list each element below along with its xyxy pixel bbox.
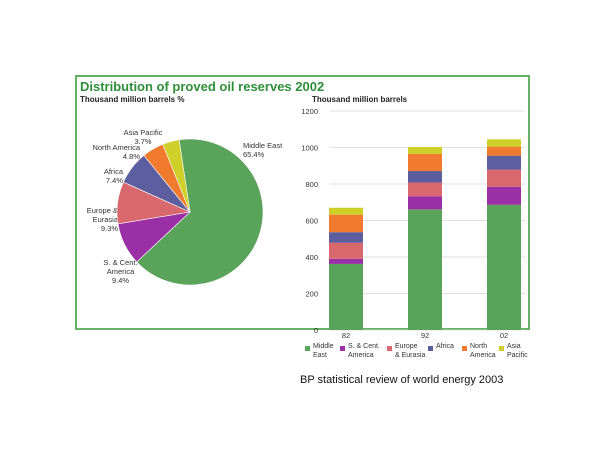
pie-label-asia-pacific: Asia Pacific 3.7% (123, 128, 163, 146)
bar-segment-82-africa (329, 232, 363, 243)
y-tick-label: 1000 (301, 144, 318, 153)
chart-frame (75, 75, 530, 330)
pie-label-africa: Africa 7.4% (103, 167, 123, 185)
legend-swatch-europe-eurasia (387, 346, 392, 351)
y-tick-label: 400 (305, 253, 318, 262)
pie-label-europe-eurasia: Europe & Eurasia 9.3% (86, 206, 118, 233)
legend-swatch-north-america (462, 346, 467, 351)
bar-segment-02-north-america (487, 146, 521, 156)
legend-swatch-africa (428, 346, 433, 351)
bar-segment-92-asia-pacific (408, 146, 442, 154)
bar-segment-82-middle-east (329, 263, 363, 330)
legend-label: S. & Cent. America (348, 343, 380, 359)
bar-segment-82-asia-pacific (329, 207, 363, 215)
pie-slice-middle-east (136, 138, 264, 286)
bar-segment-92-middle-east (408, 209, 442, 330)
y-tick-label: 1200 (301, 107, 318, 116)
pie-label-middle-east: Middle East 65.4% (243, 141, 283, 159)
bar-segment-02-asia-pacific (487, 139, 521, 147)
legend-label: Africa (436, 343, 454, 350)
bar-segment-02-middle-east (487, 204, 521, 330)
x-tick-label: 02 (500, 331, 508, 340)
source-caption: BP statistical review of world energy 20… (300, 374, 504, 386)
legend-label: North America (470, 343, 496, 359)
pie-label-s-cent-america: S. & Cent. America 9.4% (103, 258, 138, 285)
pie-subtitle: Thousand million barrels % (80, 95, 185, 104)
bar-segment-02-europe-eurasia (487, 169, 521, 187)
bar-segment-92-europe-eurasia (408, 182, 442, 197)
y-tick-label: 600 (305, 217, 318, 226)
legend-label: Middle East (313, 343, 334, 359)
y-tick-label: 0 (314, 326, 318, 335)
y-tick-label: 800 (305, 180, 318, 189)
bar-segment-92-africa (408, 171, 442, 183)
bar-segment-82-europe-eurasia (329, 242, 363, 259)
bar-segment-92-s-cent-america (408, 196, 442, 210)
bar-segment-02-s-cent-america (487, 186, 521, 205)
y-tick-label: 200 (305, 290, 318, 299)
pie-slice-asia-pacific (162, 139, 191, 213)
legend-swatch-asia-pacific (499, 346, 504, 351)
legend-swatch-middle-east (305, 346, 310, 351)
pie-label-north-america: North America 4.8% (92, 143, 140, 161)
bar-segment-02-africa (487, 155, 521, 170)
x-tick-label: 82 (342, 331, 350, 340)
legend-label: Asia Pacific (507, 343, 528, 359)
pie-title: Distribution of proved oil reserves 2002 (80, 79, 325, 94)
legend-label: Europe & Eurasia (395, 343, 426, 359)
bar-segment-82-north-america (329, 214, 363, 233)
bar-segment-82-s-cent-america (329, 258, 363, 264)
x-tick-label: 92 (421, 331, 429, 340)
bar-segment-92-north-america (408, 153, 442, 172)
legend-swatch-s-cent-america (340, 346, 345, 351)
bar-subtitle: Thousand million barrels (312, 95, 408, 104)
